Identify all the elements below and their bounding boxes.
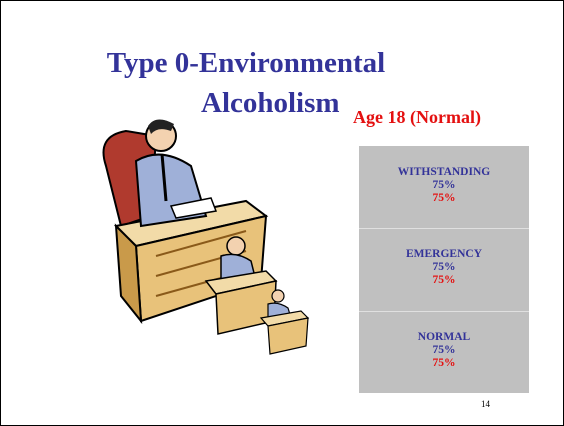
status-value: 75% — [359, 357, 529, 370]
title-line: Type 0-Environmental — [1, 47, 491, 80]
status-value: 75% — [359, 192, 529, 205]
page-number: 14 — [481, 399, 490, 409]
divider — [359, 311, 529, 312]
status-value: 75% — [359, 274, 529, 287]
clip-art — [96, 106, 356, 366]
subtitle: Age 18 (Normal) — [353, 107, 481, 128]
slide: Type 0-Environmental Alcoholism Age 18 (… — [0, 0, 564, 426]
status-value: 75% — [359, 261, 529, 274]
status-value: 75% — [359, 179, 529, 192]
divider — [359, 228, 529, 229]
status-label: EMERGENCY — [359, 248, 529, 261]
status-label: NORMAL — [359, 331, 529, 344]
status-value: 75% — [359, 344, 529, 357]
status-label: WITHSTANDING — [359, 166, 529, 179]
